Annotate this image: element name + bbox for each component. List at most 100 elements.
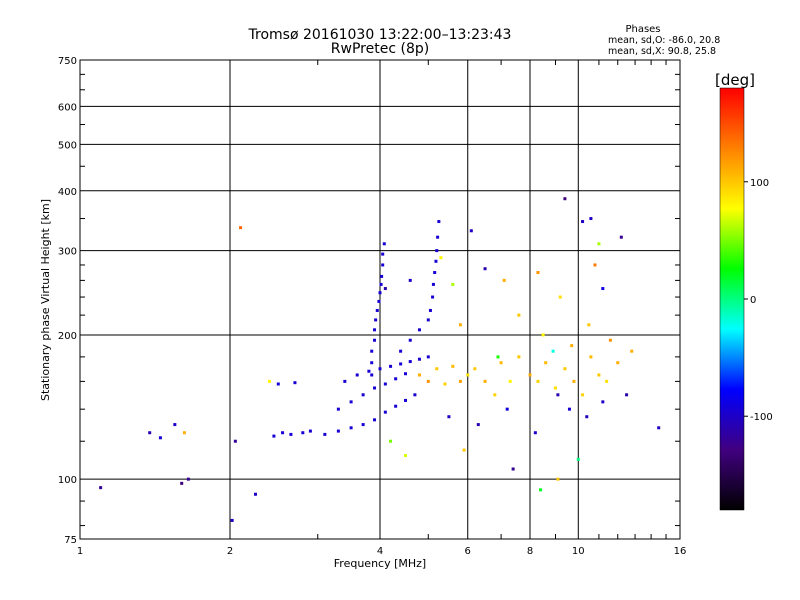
echo-point xyxy=(466,373,470,377)
echo-point xyxy=(585,415,589,419)
o-trace-point xyxy=(370,373,374,377)
o-trace-point xyxy=(433,271,437,275)
echo-point xyxy=(544,361,548,365)
o-trace-point xyxy=(381,263,385,267)
o-trace-point xyxy=(383,410,387,414)
y-tick-label: 200 xyxy=(58,331,77,342)
echo-point xyxy=(581,220,585,224)
o-trace-point xyxy=(426,318,430,322)
echo-point xyxy=(616,361,620,365)
x-axis-ticks: 1 2 4 6 8 10 16 xyxy=(77,60,686,557)
o-trace-point xyxy=(426,355,430,359)
echo-point xyxy=(458,379,462,383)
o-trace-point xyxy=(408,338,412,342)
echo-point xyxy=(493,393,497,397)
echo-point xyxy=(528,373,532,377)
echo-point xyxy=(589,355,593,359)
o-trace-point xyxy=(399,349,403,353)
echo-point xyxy=(233,439,237,443)
x-tick-label: 2 xyxy=(227,546,233,557)
plot-grid xyxy=(80,60,680,539)
o-trace-point xyxy=(336,407,340,411)
echo-point xyxy=(536,271,540,275)
x-tick-label: 8 xyxy=(527,546,533,557)
o-trace-point xyxy=(355,373,359,377)
echo-point xyxy=(597,242,601,246)
echo-point xyxy=(483,379,487,383)
echo-point xyxy=(389,439,393,443)
echo-point xyxy=(572,379,576,383)
o-trace-point xyxy=(382,242,386,246)
echo-point xyxy=(511,467,515,471)
data-points xyxy=(99,197,661,522)
y-tick-label: 500 xyxy=(58,140,77,151)
o-trace-point xyxy=(373,386,377,390)
y-tick-label: 750 xyxy=(58,56,77,67)
echo-point xyxy=(551,349,555,353)
x-tick-label: 10 xyxy=(572,546,585,557)
o-trace-point xyxy=(293,381,297,385)
o-trace-point xyxy=(417,328,421,332)
echo-point xyxy=(556,477,560,481)
echo-point xyxy=(601,400,605,404)
echo-point xyxy=(539,488,543,492)
echo-point xyxy=(469,229,473,233)
echo-point xyxy=(239,226,243,230)
o-trace-point xyxy=(374,318,378,322)
echo-point xyxy=(426,379,430,383)
o-trace-point xyxy=(431,295,435,299)
colorbar-label: [deg] xyxy=(715,71,755,89)
echo-point xyxy=(505,407,509,411)
phase-info-line-o: mean, sd,O: -86.0, 20.8 xyxy=(608,35,720,46)
o-trace-point xyxy=(373,338,377,342)
o-trace-point xyxy=(403,372,407,376)
echo-point xyxy=(563,197,567,201)
o-trace-point xyxy=(343,379,347,383)
o-trace-point xyxy=(349,426,353,430)
colorbar-tick-label: 0 xyxy=(750,295,756,306)
echo-point xyxy=(447,415,451,419)
echo-point xyxy=(567,407,571,411)
o-trace-point xyxy=(349,400,353,404)
echo-point xyxy=(253,492,257,496)
colorbar-tick-label: -100 xyxy=(750,412,773,423)
o-trace-point xyxy=(378,291,382,295)
echo-point xyxy=(570,344,574,348)
echo-point xyxy=(473,367,477,371)
echo-point xyxy=(589,217,593,221)
echo-point xyxy=(99,486,103,490)
phase-info-line-x: mean, sd,X: 90.8, 25.8 xyxy=(608,46,716,57)
echo-point xyxy=(517,355,521,359)
echo-point xyxy=(553,386,557,390)
o-trace-point xyxy=(408,360,412,364)
o-trace-point xyxy=(389,364,393,368)
o-trace-point xyxy=(394,404,398,408)
echo-point xyxy=(657,426,661,430)
o-trace-point xyxy=(428,308,432,312)
chart-title: Tromsø 20161030 13:22:00–13:23:43 xyxy=(248,27,512,43)
echo-point xyxy=(563,367,567,371)
echo-point xyxy=(383,287,387,291)
o-trace-point xyxy=(373,418,377,422)
o-trace-point xyxy=(434,259,438,263)
echo-point xyxy=(458,323,462,327)
o-trace-point xyxy=(323,432,327,436)
echo-point xyxy=(593,263,597,267)
o-trace-point xyxy=(383,382,387,386)
o-trace-point xyxy=(375,308,379,312)
echo-point xyxy=(451,282,455,286)
y-tick-label: 400 xyxy=(58,187,77,198)
x-tick-label: 1 xyxy=(77,546,83,557)
o-trace-point xyxy=(381,252,385,256)
o-trace-point xyxy=(413,393,417,397)
o-trace-point xyxy=(361,393,365,397)
echo-point xyxy=(417,373,421,377)
echo-point xyxy=(158,436,162,440)
o-trace-point xyxy=(367,369,371,373)
y-tick-label: 600 xyxy=(58,102,77,113)
o-trace-point xyxy=(370,361,374,365)
o-trace-point xyxy=(378,367,382,371)
echo-point xyxy=(605,379,609,383)
echo-point xyxy=(173,423,177,427)
echo-point xyxy=(576,457,580,461)
